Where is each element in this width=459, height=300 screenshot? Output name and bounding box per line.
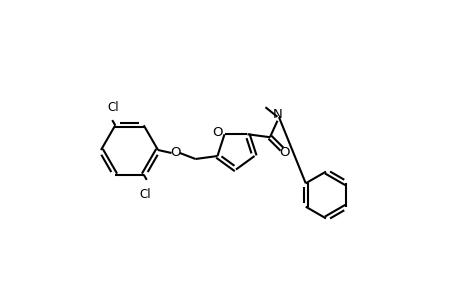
Text: O: O (212, 126, 223, 139)
Text: O: O (279, 146, 290, 159)
Text: N: N (272, 108, 282, 121)
Text: Cl: Cl (107, 100, 118, 113)
Text: Cl: Cl (139, 188, 151, 201)
Text: O: O (170, 146, 181, 160)
